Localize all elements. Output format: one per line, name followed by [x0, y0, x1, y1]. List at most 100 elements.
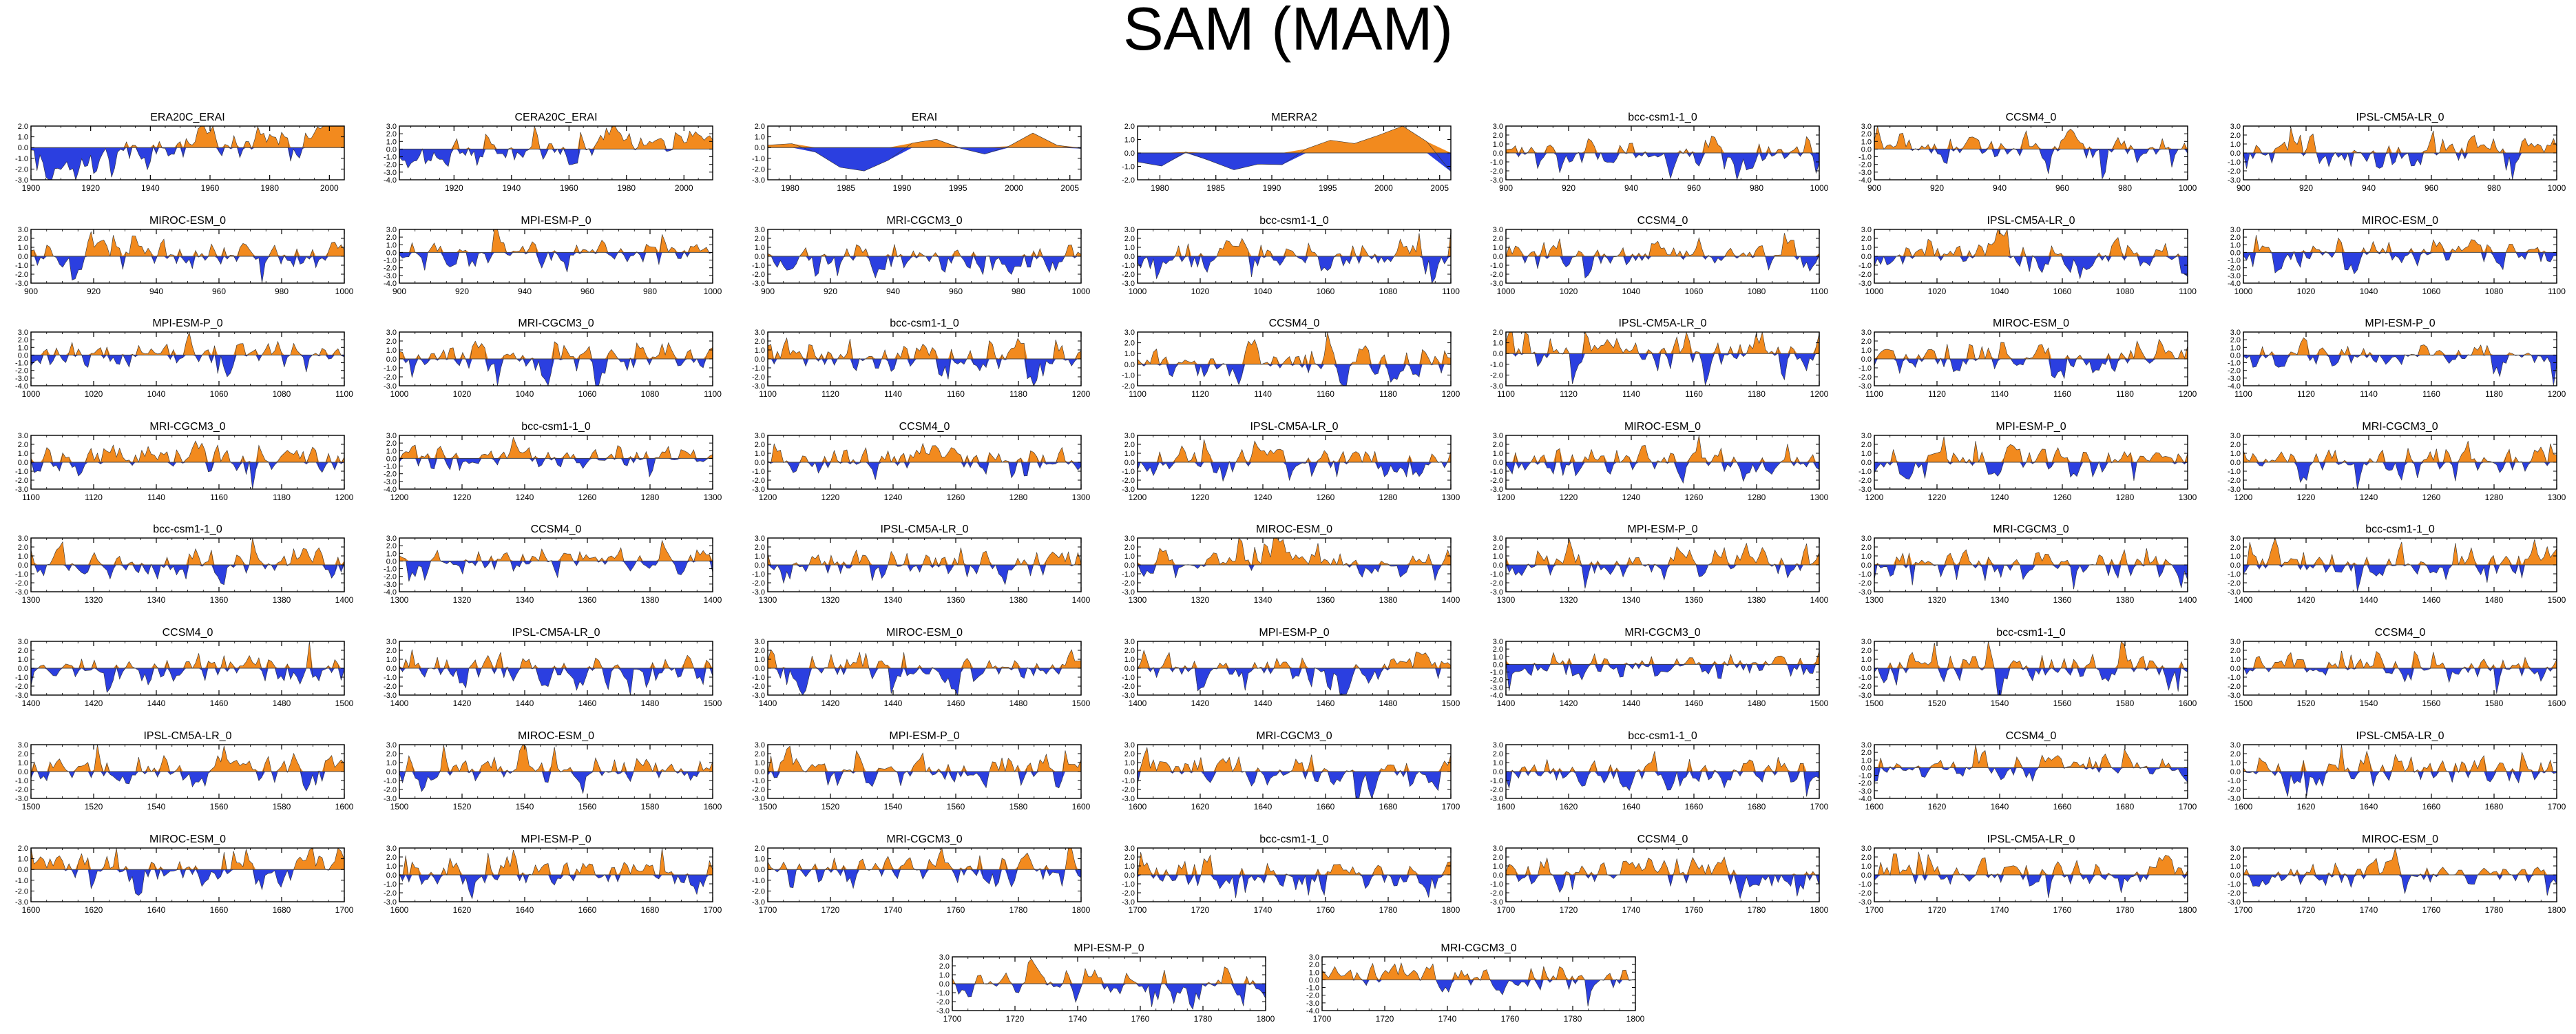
x-tick-label: 1980 — [260, 183, 279, 193]
y-tick-label: 3.0 — [2230, 123, 2241, 131]
y-tick-label: 1.0 — [755, 347, 765, 355]
y-tick-label: 0.0 — [755, 253, 765, 261]
x-tick-label: 1100 — [759, 389, 777, 399]
plot-frame — [30, 847, 345, 902]
y-tick-label: 2.0 — [2230, 750, 2241, 758]
y-tick-label: -1.0 — [1122, 371, 1135, 380]
x-tick-label: 1700 — [1129, 905, 1147, 915]
x-tick-label: 920 — [1562, 183, 1575, 193]
negative-area — [31, 869, 344, 896]
y-tick-label: 1.0 — [1861, 347, 1872, 355]
y-tick-label: -2.0 — [752, 165, 765, 174]
panel-17: bcc-csm1-1_0 3.02.01.00.0-1.0-2.0-3.01100… — [752, 318, 1091, 399]
y-tick-label: -4.0 — [1858, 176, 1872, 185]
x-tick-label: 1440 — [1622, 699, 1641, 708]
x-tick-label: 1990 — [893, 183, 912, 193]
negative-area — [1874, 875, 2188, 898]
x-tick-label: 1500 — [390, 802, 409, 811]
x-tick-label: 1500 — [759, 802, 777, 811]
y-tick-label: -3.0 — [752, 898, 765, 907]
y-tick-label: 2.0 — [755, 441, 765, 449]
x-tick-label: 1400 — [1810, 595, 1829, 605]
y-tick-label: 1.0 — [1493, 759, 1503, 767]
x-tick-label: 1600 — [1865, 802, 1884, 811]
panel-47: bcc-csm1-1_0 3.02.01.00.0-1.0-2.0-3.01600… — [1490, 730, 1829, 811]
x-tick-label: 1560 — [947, 802, 965, 811]
series-line — [1137, 439, 1452, 482]
y-tick-label: 1.0 — [1861, 450, 1872, 458]
panel-title: MRI-CGCM3_0 — [1624, 627, 1700, 639]
x-tick-label: 2000 — [1005, 183, 1023, 193]
x-tick-label: 920 — [87, 287, 101, 296]
positive-area — [31, 745, 344, 772]
panel-title: MIROC-ESM_0 — [2362, 215, 2438, 227]
x-tick-label: 1400 — [1072, 595, 1091, 605]
y-tick-label: 1.0 — [386, 447, 397, 455]
x-tick-label: 1760 — [2422, 905, 2441, 915]
positive-area — [1138, 852, 1451, 875]
panel-title: bcc-csm1-1_0 — [890, 318, 959, 329]
x-tick-label: 960 — [949, 287, 963, 296]
y-tick-label: 1.0 — [386, 138, 397, 146]
x-tick-label: 1220 — [1560, 493, 1578, 502]
y-tick-label: 3.0 — [18, 638, 28, 646]
x-tick-label: 1180 — [1748, 389, 1766, 399]
panel-title: MRI-CGCM3_0 — [1993, 524, 2069, 535]
x-tick-label: 1980 — [1151, 183, 1169, 193]
negative-area — [399, 772, 713, 794]
positive-area — [1506, 539, 1819, 565]
x-tick-label: 1000 — [390, 389, 409, 399]
positive-area — [2243, 235, 2557, 253]
panel-53: bcc-csm1-1_0 3.02.01.00.0-1.0-2.0-3.01700… — [1122, 834, 1460, 915]
panel-title: MIROC-ESM_0 — [518, 730, 594, 742]
y-tick-label: 1.0 — [1493, 141, 1503, 149]
y-tick-label: -3.0 — [2228, 176, 2241, 185]
x-tick-label: 1985 — [837, 183, 855, 193]
series-line — [30, 440, 345, 490]
y-tick-label: -2.0 — [752, 786, 765, 794]
positive-area — [1138, 332, 1451, 364]
y-tick-label: -2.0 — [1490, 889, 1503, 898]
panel-title: MPI-ESM-P_0 — [1074, 942, 1144, 954]
panel-title: IPSL-CM5A-LR_0 — [1987, 834, 2075, 845]
plot-frame — [1137, 331, 1452, 386]
y-tick-label: 1.0 — [2230, 656, 2241, 664]
y-tick-label: -4.0 — [384, 588, 397, 597]
series-line — [1137, 747, 1452, 799]
x-tick-label: 1260 — [1685, 493, 1704, 502]
y-tick-label: 1.0 — [2230, 344, 2241, 352]
negative-area — [2243, 252, 2557, 274]
x-tick-label: 1400 — [1497, 699, 1516, 708]
negative-area — [768, 668, 1081, 695]
y-tick-label: 2.0 — [2230, 132, 2241, 140]
panel-title: CCSM4_0 — [1637, 834, 1688, 845]
panel-title: IPSL-CM5A-LR_0 — [1250, 421, 1338, 433]
y-tick-label: 1.0 — [386, 550, 397, 558]
panel-title: MPI-ESM-P_0 — [1627, 524, 1697, 535]
x-tick-label: 1340 — [884, 595, 903, 605]
x-tick-label: 1720 — [2297, 905, 2316, 915]
x-tick-label: 1680 — [2116, 802, 2135, 811]
y-tick-label: -3.0 — [752, 588, 765, 597]
y-tick-label: 2.0 — [18, 336, 28, 344]
positive-area — [768, 547, 1081, 565]
x-tick-label: 1620 — [1928, 802, 1947, 811]
y-tick-label: 1.0 — [755, 134, 765, 142]
x-tick-label: 1540 — [147, 802, 166, 811]
panel-29: bcc-csm1-1_0 3.02.01.00.0-1.0-2.0-3.01300… — [15, 524, 354, 605]
y-tick-label: -3.0 — [752, 176, 765, 185]
negative-area — [31, 668, 344, 693]
y-tick-label: -3.0 — [2228, 898, 2241, 907]
y-tick-label: -3.0 — [384, 169, 397, 177]
x-tick-label: 1560 — [578, 802, 597, 811]
y-tick-label: -3.0 — [2228, 486, 2241, 494]
x-tick-label: 1480 — [1009, 699, 1028, 708]
x-tick-label: 1200 — [1497, 493, 1516, 502]
y-tick-label: -3.0 — [384, 898, 397, 907]
y-tick-label: -3.0 — [752, 795, 765, 803]
x-tick-label: 1120 — [2297, 389, 2315, 399]
y-tick-label: -4.0 — [384, 280, 397, 288]
panel-23: bcc-csm1-1_0 3.02.01.00.0-1.0-2.0-3.0-4.0… — [384, 421, 722, 502]
x-tick-label: 1700 — [704, 905, 722, 915]
